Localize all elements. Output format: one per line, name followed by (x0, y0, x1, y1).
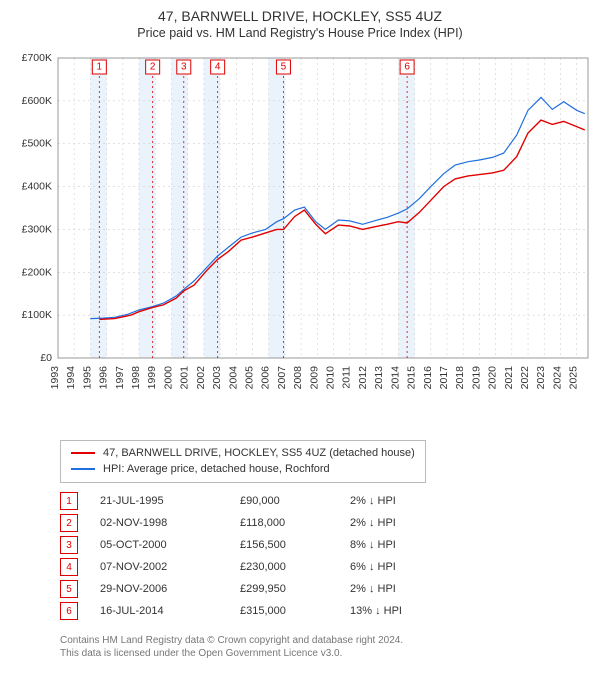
svg-text:2003: 2003 (211, 366, 223, 390)
svg-text:2004: 2004 (227, 366, 239, 390)
transaction-delta: 8% ↓ HPI (350, 539, 460, 551)
transaction-date: 21-JUL-1995 (100, 495, 240, 507)
svg-text:2023: 2023 (535, 366, 547, 390)
transaction-marker: 2 (60, 514, 78, 532)
svg-text:2001: 2001 (179, 366, 191, 390)
svg-text:1994: 1994 (65, 366, 77, 390)
chart-title-block: 47, BARNWELL DRIVE, HOCKLEY, SS5 4UZ Pri… (0, 0, 600, 40)
legend-label-red: 47, BARNWELL DRIVE, HOCKLEY, SS5 4UZ (de… (103, 447, 415, 459)
footer-line1: Contains HM Land Registry data © Crown c… (60, 634, 403, 647)
transaction-delta: 6% ↓ HPI (350, 561, 460, 573)
svg-text:2020: 2020 (487, 366, 499, 390)
legend-swatch-red (71, 452, 95, 454)
svg-text:£600K: £600K (22, 95, 52, 107)
svg-text:£700K: £700K (22, 52, 52, 64)
transaction-delta: 2% ↓ HPI (350, 517, 460, 529)
svg-text:2014: 2014 (389, 366, 401, 390)
svg-text:£200K: £200K (22, 266, 52, 278)
svg-text:2010: 2010 (325, 366, 337, 390)
transaction-delta: 2% ↓ HPI (350, 495, 460, 507)
transaction-marker: 1 (60, 492, 78, 510)
svg-text:1997: 1997 (114, 366, 126, 390)
transaction-price: £230,000 (240, 561, 350, 573)
chart-title-line2: Price paid vs. HM Land Registry's House … (0, 26, 600, 40)
svg-text:3: 3 (181, 62, 187, 73)
svg-text:2008: 2008 (292, 366, 304, 390)
transaction-date: 16-JUL-2014 (100, 605, 240, 617)
svg-text:5: 5 (281, 62, 287, 73)
legend-item-red: 47, BARNWELL DRIVE, HOCKLEY, SS5 4UZ (de… (71, 445, 415, 461)
svg-text:2024: 2024 (551, 366, 563, 390)
transaction-row: 2 02-NOV-1998£118,0002% ↓ HPI (60, 512, 460, 534)
svg-text:2007: 2007 (276, 366, 288, 390)
transaction-marker: 5 (60, 580, 78, 598)
svg-text:1996: 1996 (98, 366, 110, 390)
transaction-delta: 13% ↓ HPI (350, 605, 460, 617)
footer: Contains HM Land Registry data © Crown c… (60, 634, 403, 660)
svg-text:£100K: £100K (22, 309, 52, 321)
svg-text:2009: 2009 (308, 366, 320, 390)
svg-text:1999: 1999 (146, 366, 158, 390)
svg-text:1: 1 (97, 62, 103, 73)
legend-swatch-blue (71, 468, 95, 470)
svg-text:2018: 2018 (454, 366, 466, 390)
svg-text:1998: 1998 (130, 366, 142, 390)
svg-text:£0: £0 (40, 352, 52, 364)
svg-text:2025: 2025 (568, 366, 580, 390)
transaction-price: £118,000 (240, 517, 350, 529)
transactions-table: 121-JUL-1995£90,0002% ↓ HPI202-NOV-1998£… (60, 490, 460, 622)
transaction-price: £90,000 (240, 495, 350, 507)
svg-text:2012: 2012 (357, 366, 369, 390)
legend-item-blue: HPI: Average price, detached house, Roch… (71, 461, 415, 477)
svg-text:2015: 2015 (406, 366, 418, 390)
transaction-row: 4 07-NOV-2002£230,0006% ↓ HPI (60, 556, 460, 578)
transaction-marker: 3 (60, 536, 78, 554)
legend: 47, BARNWELL DRIVE, HOCKLEY, SS5 4UZ (de… (60, 440, 426, 483)
transaction-row: 1 21-JUL-1995£90,0002% ↓ HPI (60, 490, 460, 512)
svg-text:1995: 1995 (81, 366, 93, 390)
svg-text:6: 6 (404, 62, 410, 73)
transaction-date: 07-NOV-2002 (100, 561, 240, 573)
transaction-date: 05-OCT-2000 (100, 539, 240, 551)
svg-text:4: 4 (215, 62, 221, 73)
svg-text:2011: 2011 (341, 366, 353, 389)
svg-text:2022: 2022 (519, 366, 531, 390)
transaction-price: £156,500 (240, 539, 350, 551)
svg-text:£500K: £500K (22, 138, 52, 150)
chart-title-line1: 47, BARNWELL DRIVE, HOCKLEY, SS5 4UZ (0, 8, 600, 24)
svg-text:2005: 2005 (243, 366, 255, 390)
price-chart: £0 £100K £200K £300K £400K £500K £600K £700K 199… (0, 48, 600, 428)
svg-text:2017: 2017 (438, 366, 450, 390)
svg-text:1993: 1993 (49, 366, 61, 390)
svg-text:2: 2 (150, 62, 156, 73)
transaction-date: 29-NOV-2006 (100, 583, 240, 595)
transaction-row: 3 05-OCT-2000£156,5008% ↓ HPI (60, 534, 460, 556)
transaction-price: £299,950 (240, 583, 350, 595)
transaction-price: £315,000 (240, 605, 350, 617)
footer-line2: This data is licensed under the Open Gov… (60, 647, 403, 660)
svg-text:2019: 2019 (470, 366, 482, 390)
transaction-row: 5 29-NOV-2006£299,9502% ↓ HPI (60, 578, 460, 600)
svg-text:2016: 2016 (422, 366, 434, 390)
svg-text:£300K: £300K (22, 223, 52, 235)
svg-text:2013: 2013 (373, 366, 385, 390)
transaction-row: 6 16-JUL-2014£315,00013% ↓ HPI (60, 600, 460, 622)
transaction-marker: 6 (60, 602, 78, 620)
transaction-delta: 2% ↓ HPI (350, 583, 460, 595)
svg-text:2021: 2021 (503, 366, 515, 390)
legend-label-blue: HPI: Average price, detached house, Roch… (103, 463, 330, 475)
svg-text:2000: 2000 (162, 366, 174, 390)
svg-text:2006: 2006 (260, 366, 272, 390)
svg-text:£400K: £400K (22, 181, 52, 193)
svg-text:2002: 2002 (195, 366, 207, 390)
transaction-marker: 4 (60, 558, 78, 576)
transaction-date: 02-NOV-1998 (100, 517, 240, 529)
